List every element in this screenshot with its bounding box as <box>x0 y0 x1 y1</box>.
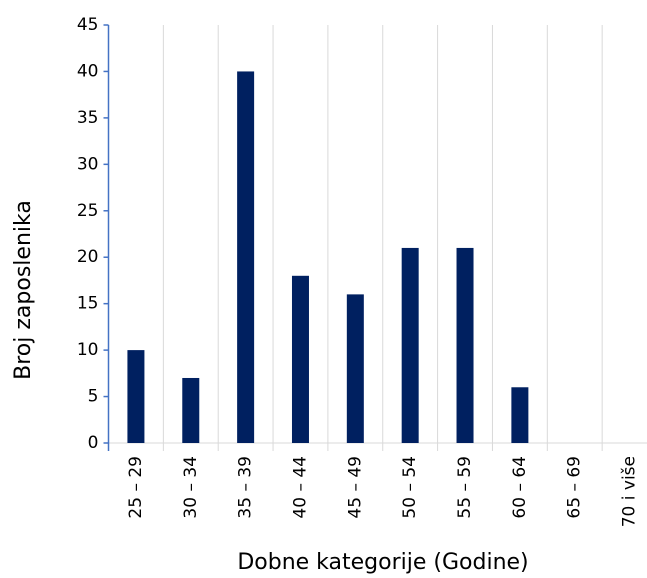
bar <box>237 71 255 443</box>
y-axis-title: Broj zaposlenika <box>11 200 36 380</box>
x-tick-label: 35 – 39 <box>236 456 256 519</box>
x-tick-label: 30 – 34 <box>181 456 201 519</box>
bar <box>401 247 419 443</box>
y-tick-label: 25 <box>77 201 99 221</box>
y-tick-label: 30 <box>77 154 99 174</box>
y-tick-label: 45 <box>77 15 99 35</box>
y-tick-label: 15 <box>77 294 99 314</box>
x-tick-label: 40 – 44 <box>290 456 310 519</box>
x-tick-label: 45 – 49 <box>345 456 365 519</box>
y-tick-label: 20 <box>77 247 99 267</box>
bar <box>456 247 474 443</box>
bar <box>127 350 145 443</box>
y-tick-label: 40 <box>77 61 99 81</box>
x-tick-label: 70 i više <box>620 456 640 527</box>
y-tick-label: 10 <box>77 340 99 360</box>
bar <box>291 275 309 443</box>
x-tick-label: 65 – 69 <box>565 456 585 519</box>
x-tick-label: 60 – 64 <box>510 456 530 519</box>
x-tick-label: 25 – 29 <box>126 456 146 519</box>
bar <box>511 387 529 443</box>
y-tick-label: 5 <box>88 387 99 407</box>
bar <box>346 294 364 443</box>
x-tick-label: 50 – 54 <box>400 456 420 519</box>
x-tick-label: 55 – 59 <box>455 456 475 519</box>
y-tick-label: 35 <box>77 108 99 128</box>
y-tick-label: 0 <box>88 433 99 453</box>
bar <box>182 377 200 443</box>
x-axis-title: Dobne kategorije (Godine) <box>237 550 528 575</box>
